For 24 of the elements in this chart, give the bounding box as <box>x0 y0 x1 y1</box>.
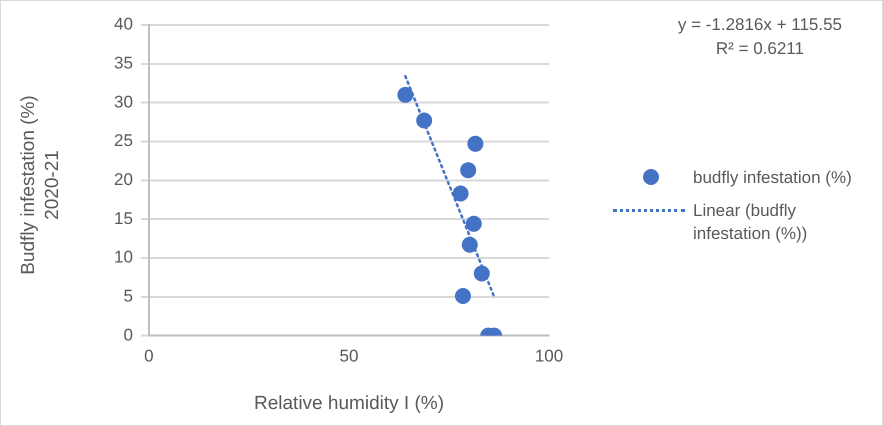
y-tick-label: 15 <box>114 208 133 228</box>
y-tick-label: 30 <box>114 92 133 112</box>
point <box>466 216 482 232</box>
y-axis-title: Budfly infestation (%) 2020-21 <box>17 94 64 277</box>
y-tick-label: 35 <box>114 54 133 73</box>
point <box>452 186 469 202</box>
y-tick-label: 5 <box>123 286 133 306</box>
point <box>467 136 484 152</box>
y-tick-label: 40 <box>114 14 133 34</box>
y-tick-label: 20 <box>114 170 133 189</box>
y-tick-label: 0 <box>123 325 133 344</box>
point <box>460 162 476 178</box>
x-tick-label: 0 <box>144 346 154 366</box>
text: R² = 0.6211 <box>714 38 805 60</box>
x-tick-label: 50 <box>339 346 358 366</box>
point <box>454 288 471 304</box>
legend-label: Linear (budfly infestation (%)) <box>693 200 808 245</box>
y-tick-label: 25 <box>114 131 133 150</box>
legend-label: budfly infestation (%) <box>693 167 853 189</box>
text: y = -1.2816x + 115.55 <box>678 14 842 36</box>
y-tick-label: 10 <box>114 248 133 267</box>
x-tick-label: 100 <box>534 346 564 366</box>
x-axis-title: Relative humidity I (%) <box>252 393 446 415</box>
point <box>397 86 414 103</box>
